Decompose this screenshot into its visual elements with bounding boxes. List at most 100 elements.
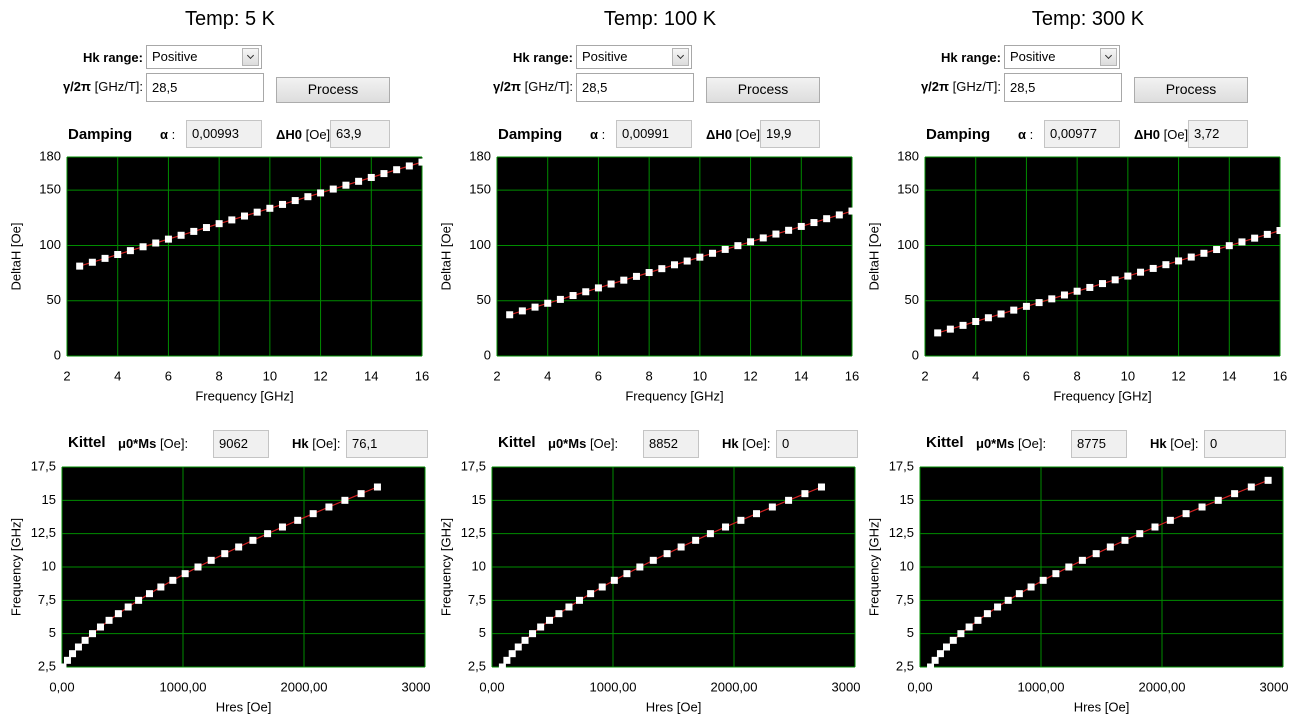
gamma-label: γ/2π [GHz/T]:: [430, 76, 573, 98]
data-point: [531, 303, 539, 311]
hk-range-dropdown[interactable]: Positive: [1004, 45, 1120, 69]
data-point: [221, 550, 229, 558]
y-tick-label: 180: [897, 148, 919, 163]
y-tick-label: 17,5: [461, 458, 486, 473]
data-point: [957, 630, 965, 638]
hk-name: Hk: [292, 436, 309, 451]
dh0-name: ΔH0: [1134, 127, 1160, 142]
data-point: [931, 656, 939, 664]
ms-unit: [Oe]:: [589, 436, 619, 451]
data-point: [241, 212, 248, 220]
ms-name: μ0*Ms: [118, 436, 157, 451]
y-tick-label: 12,5: [31, 525, 56, 540]
chart: 2,5 5 7,5 10 12,5 15 17,5 0,00 1000,00 2000,00 300…: [438, 458, 861, 714]
data-point: [709, 249, 717, 257]
dropdown-arrow[interactable]: [1100, 48, 1117, 66]
x-axis-label: Hres [Oe]: [216, 699, 272, 714]
y-tick-label: 5: [49, 625, 56, 640]
data-point: [959, 321, 967, 329]
dh0-unit: [Oe]:: [1163, 127, 1192, 142]
dropdown-value: Positive: [1010, 49, 1056, 64]
data-point: [1022, 302, 1030, 310]
panel: Temp: 100 K Hk range: Positive γ/2π [GHz/T…: [430, 0, 860, 720]
data-point: [202, 224, 210, 232]
fit-line: [79, 161, 423, 267]
data-point: [1225, 242, 1233, 250]
data-point: [569, 292, 577, 300]
data-point: [194, 563, 202, 571]
data-point: [1106, 543, 1114, 551]
data-point: [1162, 261, 1170, 269]
hk-range-label: Hk range:: [513, 50, 573, 65]
process-button[interactable]: Process: [706, 77, 820, 103]
gamma-input[interactable]: 28,5: [1004, 73, 1122, 102]
damping-label: Damping: [68, 126, 133, 143]
process-button[interactable]: Process: [1134, 77, 1248, 103]
hk-unit: [Oe]:: [1170, 436, 1199, 451]
x-tick-label: 3000,00: [832, 679, 861, 694]
data-point: [1198, 503, 1206, 511]
data-point: [1238, 238, 1246, 246]
process-button[interactable]: Process: [276, 77, 390, 103]
chart: 0 50 100 150 180 2 4 6 8 10 12 14 16 Frequency [GHz] D…: [438, 148, 859, 403]
hk-range-dropdown[interactable]: Positive: [146, 45, 262, 69]
data-point: [1035, 299, 1043, 307]
data-point: [114, 251, 122, 259]
data-point: [59, 663, 67, 671]
data-point: [514, 643, 522, 651]
y-tick-label: 10: [472, 558, 486, 573]
gamma-input[interactable]: 28,5: [146, 73, 264, 102]
data-point: [1027, 583, 1035, 591]
y-tick-label: 100: [897, 237, 919, 252]
data-point: [537, 623, 545, 631]
data-point: [997, 310, 1005, 318]
chart: 0 50 100 150 180 2 4 6 8 10 12 14 16 Frequency [GHz] D…: [866, 148, 1287, 403]
data-point: [645, 269, 653, 277]
data-point: [124, 603, 132, 611]
data-point: [114, 610, 122, 618]
x-tick-label: 4: [114, 368, 121, 383]
y-tick-label: 100: [469, 237, 491, 252]
data-point: [575, 596, 583, 604]
alpha-name: α: [1018, 127, 1026, 142]
data-point: [1121, 536, 1129, 544]
data-point: [503, 656, 511, 664]
hk-unit: [Oe]:: [742, 436, 771, 451]
data-point: [521, 636, 529, 644]
data-point: [785, 226, 793, 234]
data-point: [1264, 476, 1272, 484]
data-point: [1200, 249, 1208, 257]
y-tick-label: 180: [39, 148, 61, 163]
hk-field: 76,1: [346, 430, 428, 458]
x-tick-label: 16: [1273, 368, 1287, 383]
data-point: [994, 603, 1002, 611]
data-point: [518, 307, 526, 315]
data-point: [1137, 268, 1145, 276]
alpha-label: α :: [160, 127, 175, 142]
data-point: [81, 636, 89, 644]
data-point: [329, 185, 337, 193]
data-point: [598, 583, 606, 591]
data-point: [823, 215, 831, 223]
hk-name: Hk: [722, 436, 739, 451]
dropdown-arrow[interactable]: [242, 48, 259, 66]
dropdown-arrow[interactable]: [672, 48, 689, 66]
gamma-input[interactable]: 28,5: [576, 73, 694, 102]
y-axis-label: Frequency [GHz]: [866, 518, 881, 616]
x-tick-label: 8: [1074, 368, 1081, 383]
alpha-field: 0,00991: [616, 120, 692, 148]
data-point: [721, 245, 729, 253]
data-point: [418, 158, 426, 166]
x-tick-label: 1000,00: [160, 679, 207, 694]
gamma-name: γ/2π: [492, 79, 521, 94]
data-point: [983, 610, 991, 618]
x-tick-label: 14: [1222, 368, 1236, 383]
y-tick-label: 5: [907, 625, 914, 640]
data-point: [152, 239, 160, 247]
data-point: [1276, 227, 1284, 235]
x-tick-label: 2000,00: [1139, 679, 1186, 694]
data-point: [253, 208, 261, 216]
x-tick-label: 10: [263, 368, 277, 383]
hk-range-dropdown[interactable]: Positive: [576, 45, 692, 69]
